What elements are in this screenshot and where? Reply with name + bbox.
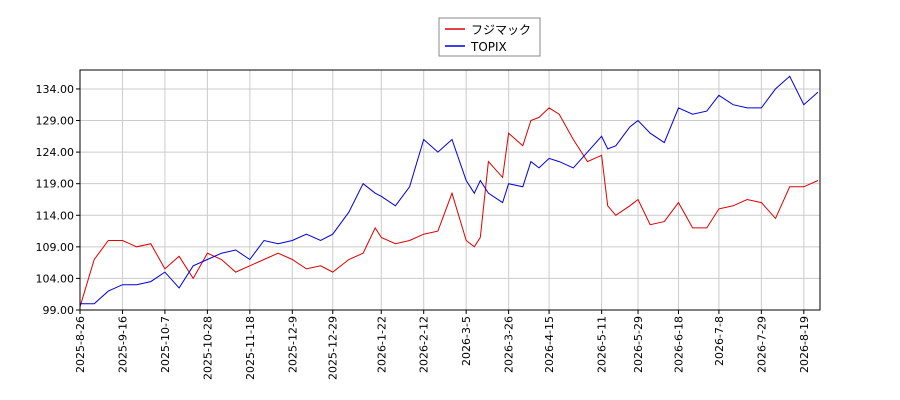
y-tick-label: 104.00 bbox=[36, 272, 75, 285]
x-tick-label: 2026-8-19 bbox=[798, 316, 811, 373]
x-tick-label: 2025-10-7 bbox=[159, 316, 172, 373]
x-tick-label: 2026-5-11 bbox=[596, 316, 609, 373]
legend-label: フジマック bbox=[471, 23, 531, 37]
y-tick-label: 99.00 bbox=[43, 304, 75, 317]
x-tick-label: 2025-12-29 bbox=[327, 316, 340, 380]
y-tick-label: 124.00 bbox=[36, 146, 75, 159]
x-tick-label: 2026-3-26 bbox=[503, 316, 516, 373]
x-tick-label: 2026-1-22 bbox=[375, 316, 388, 373]
x-tick-label: 2026-3-5 bbox=[460, 316, 473, 366]
legend-box bbox=[438, 17, 541, 57]
x-tick-label: 2025-9-16 bbox=[116, 316, 129, 373]
x-tick-label: 2026-4-15 bbox=[543, 316, 556, 373]
x-tick-label: 2025-11-18 bbox=[244, 316, 257, 380]
y-tick-label: 109.00 bbox=[36, 241, 75, 254]
series-line bbox=[80, 75, 819, 305]
x-tick-label: 2025-8-26 bbox=[74, 316, 87, 373]
y-tick-label: 119.00 bbox=[36, 178, 75, 191]
x-tick-label: 2026-6-18 bbox=[672, 316, 685, 373]
y-tick-label: 114.00 bbox=[36, 209, 75, 222]
plot-frame bbox=[79, 69, 821, 311]
x-tick-label: 2025-10-28 bbox=[201, 316, 214, 380]
y-tick-label: 134.00 bbox=[36, 83, 75, 96]
plot-area bbox=[80, 70, 820, 310]
x-tick-label: 2026-7-8 bbox=[713, 316, 726, 366]
series-line bbox=[79, 107, 819, 307]
legend-label: TOPIX bbox=[470, 40, 507, 54]
x-tick-label: 2025-12-9 bbox=[286, 316, 299, 373]
x-tick-label: 2026-5-29 bbox=[632, 316, 645, 373]
x-tick-label: 2026-2-12 bbox=[418, 316, 431, 373]
x-tick-label: 2026-7-29 bbox=[755, 316, 768, 373]
y-tick-label: 129.00 bbox=[36, 115, 75, 128]
